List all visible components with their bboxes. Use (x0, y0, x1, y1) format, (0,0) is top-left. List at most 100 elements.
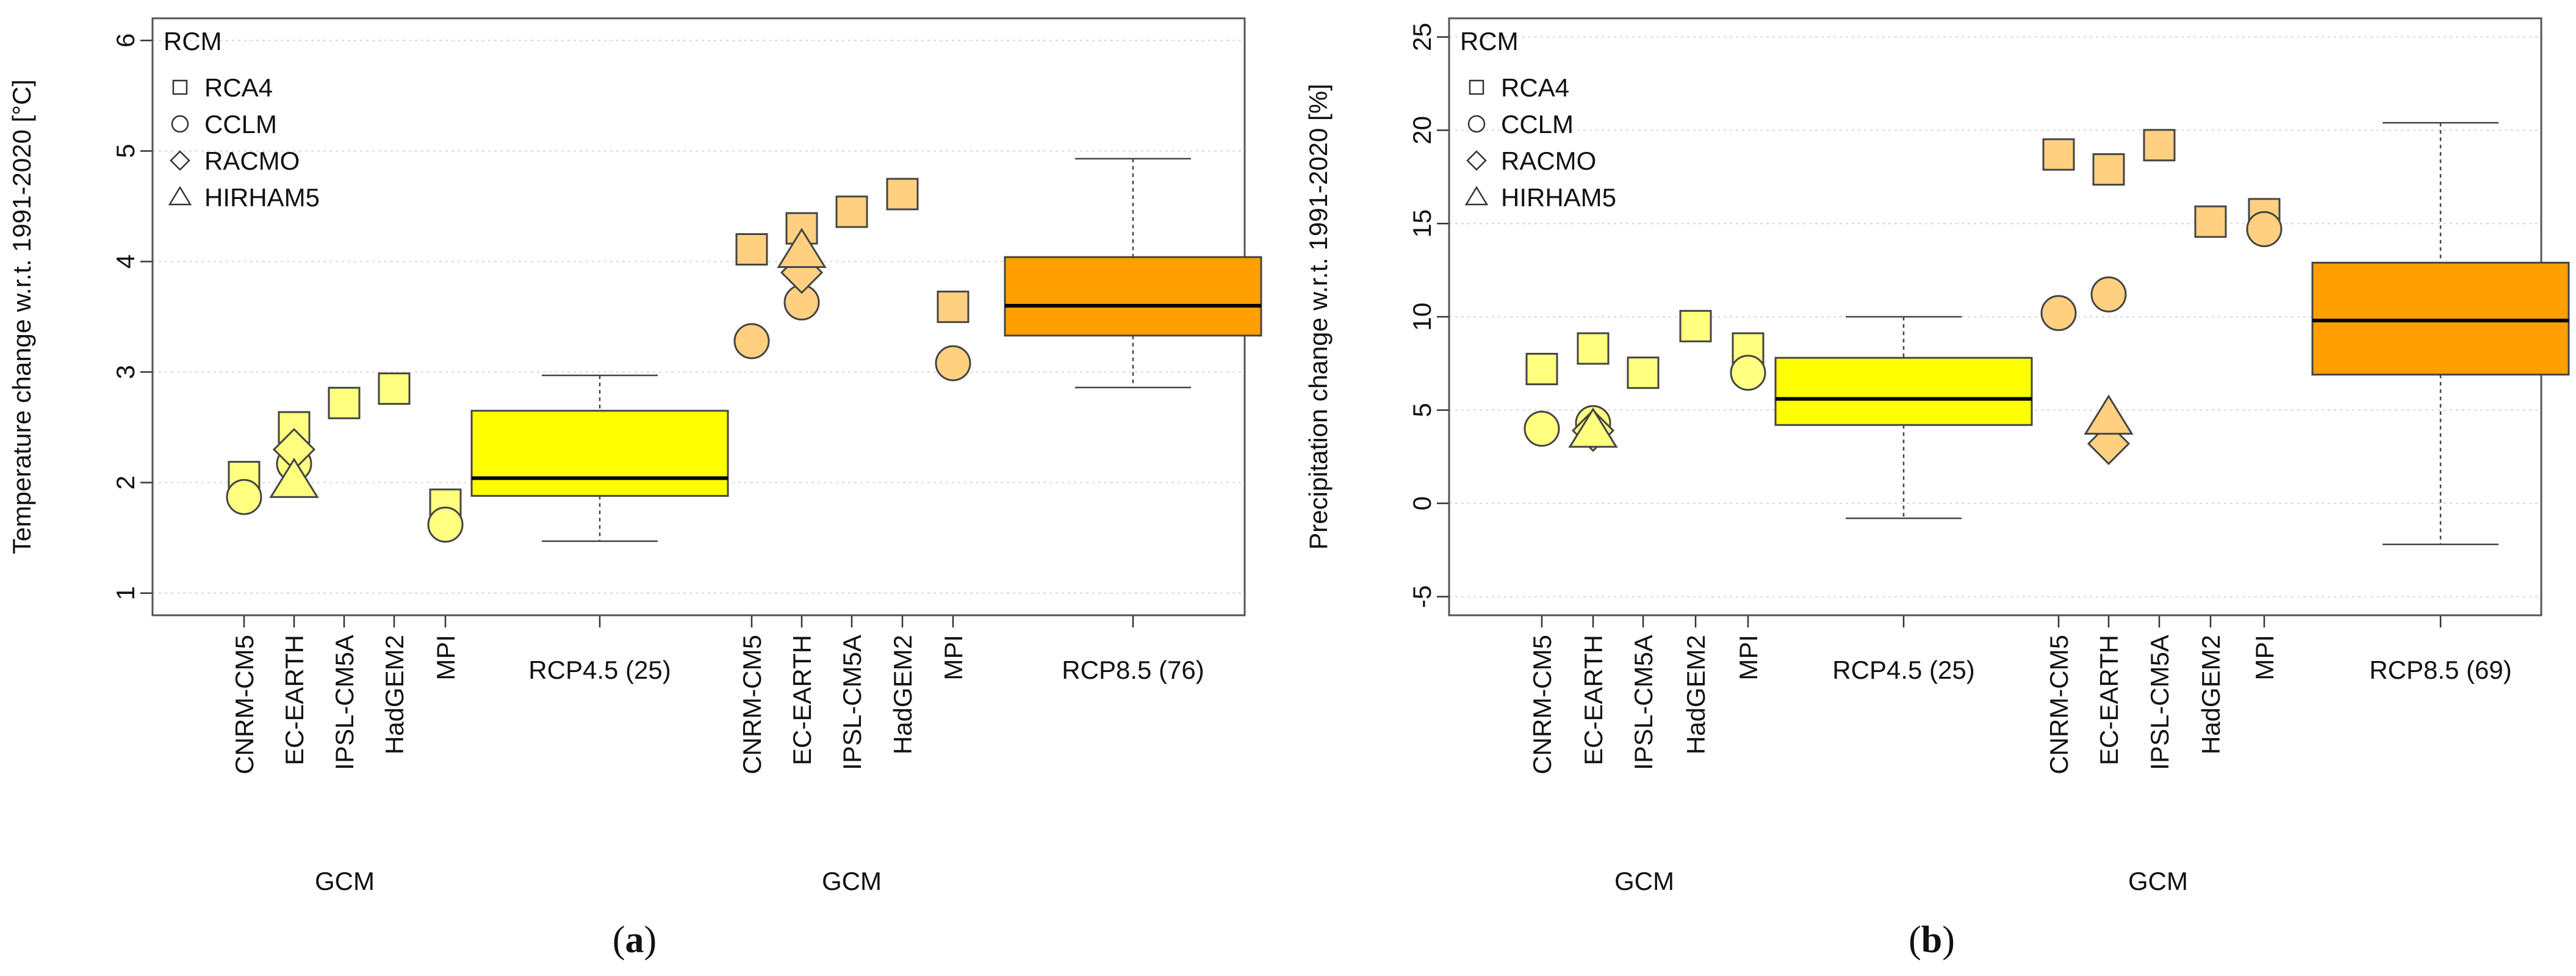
x-axis-label: GCM (822, 867, 882, 895)
y-tick-label: 15 (1408, 209, 1436, 238)
panel-label-open: ( (1909, 919, 1921, 961)
gcm-tick-label: CNRM-CM5 (1528, 635, 1556, 775)
point-square-icon (2042, 138, 2075, 171)
x-axis-label: GCM (2128, 867, 2188, 895)
gcm-tick-label: EC-EARTH (788, 635, 816, 765)
gcm-tick-label: HadGEM2 (1682, 635, 1710, 754)
legend-label: CCLM (204, 110, 277, 139)
legend-square-icon (172, 79, 188, 95)
legend-triangle-icon (168, 186, 192, 206)
panel-label-letter: a (625, 919, 644, 961)
point-circle-icon (935, 345, 971, 381)
gcm-tick-label: CNRM-CM5 (230, 635, 259, 775)
box-iqr (470, 410, 729, 497)
point-triangle-icon (269, 457, 319, 498)
point-circle-icon (1730, 355, 1766, 391)
legend-label: RACMO (1501, 146, 1596, 175)
point-square-icon (1525, 353, 1558, 386)
gcm-tick-label: CNRM-CM5 (2045, 635, 2073, 775)
gcm-tick-label: HadGEM2 (888, 635, 917, 754)
gcm-tick-label: EC-EARTH (2095, 635, 2123, 765)
gcm-tick-label: IPSL-CM5A (838, 635, 866, 770)
legend-square-icon (1469, 79, 1484, 95)
legend-label: HIRHAM5 (1501, 183, 1616, 212)
y-tick-label: 5 (1408, 403, 1436, 417)
point-square-icon (2143, 129, 2176, 162)
gcm-tick-label: MPI (2250, 635, 2279, 681)
point-circle-icon (2246, 211, 2283, 247)
y-tick-label: 4 (111, 255, 140, 269)
legend-label: RCA4 (204, 73, 273, 102)
legend-title: RCM (1460, 27, 1519, 56)
legend-circle-icon (1467, 115, 1486, 133)
y-tick-label: 3 (111, 365, 140, 379)
panel-a: 1 2 3 4 5 6 Temperature change w.r.t. 1991-202… (7, 17, 1262, 961)
y-tick-label: 5 (111, 144, 140, 158)
point-square-icon (328, 386, 361, 419)
x-axis-label: GCM (1614, 867, 1674, 895)
legend-diamond-icon (170, 150, 190, 171)
gcm-tick-label: IPSL-CM5A (2145, 635, 2174, 770)
point-square-icon (378, 372, 411, 405)
boxplot (1004, 157, 1262, 389)
panel-b: -5 0 5 10 15 20 25 Precipitation change w.r.t. … (1304, 17, 2570, 961)
box-label: RCP8.5 (69) (2369, 656, 2511, 684)
point-circle-icon (2090, 276, 2127, 313)
panel-label-open: ( (613, 919, 625, 961)
gcm-tick-label: IPSL-CM5A (330, 635, 359, 770)
x-axis-label: GCM (315, 867, 375, 895)
y-axis-label: Temperature change w.r.t. 1991-2020 [°C] (7, 79, 36, 554)
gcm-tick-label: HadGEM2 (2196, 635, 2225, 754)
point-circle-icon (226, 479, 262, 515)
gcm-tick-label: MPI (939, 635, 968, 681)
gcm-tick-label: HadGEM2 (380, 635, 409, 754)
point-circle-icon (1524, 410, 1560, 447)
point-circle-icon (427, 506, 464, 543)
point-square-icon (735, 233, 768, 266)
y-axis-label: Precipitation change w.r.t. 1991-2020 [%… (1304, 84, 1333, 550)
legend: RCM RCA4 CCLM RACMO HIRHAM5 (1460, 27, 1616, 212)
boxplot (470, 374, 729, 542)
box-iqr (2311, 261, 2570, 376)
gcm-tick-label: EC-EARTH (280, 635, 309, 765)
panel-label: (a) (613, 919, 657, 961)
legend-label: RACMO (204, 146, 300, 175)
legend-label: RCA4 (1501, 73, 1569, 102)
gcm-tick-label: MPI (431, 635, 460, 681)
point-square-icon (937, 291, 970, 324)
legend-label: CCLM (1501, 110, 1574, 139)
boxplot (2311, 121, 2570, 546)
y-tick-label: 10 (1408, 303, 1436, 331)
y-tick-label: 2 (111, 475, 140, 490)
gcm-tick-label: MPI (1734, 635, 1763, 681)
gcm-tick-label: CNRM-CM5 (738, 635, 766, 775)
gcm-tick-label: EC-EARTH (1579, 635, 1608, 765)
legend-title: RCM (164, 27, 222, 56)
box-iqr (1774, 356, 2033, 426)
y-tick-label: 6 (111, 34, 140, 48)
point-square-icon (1627, 356, 1660, 389)
point-square-icon (1577, 332, 1610, 365)
y-tick-label: 25 (1408, 23, 1436, 51)
point-circle-icon (733, 323, 770, 360)
legend-circle-icon (171, 115, 189, 133)
box-label: RCP4.5 (25) (1832, 656, 1974, 684)
panel-label-close: ) (644, 919, 657, 961)
point-square-icon (1679, 309, 1712, 342)
point-square-icon (2092, 153, 2125, 186)
point-triangle-icon (1568, 407, 1618, 448)
box-label: RCP8.5 (76) (1062, 656, 1204, 684)
y-tick-label: 1 (111, 586, 140, 600)
point-circle-icon (2040, 295, 2077, 331)
panel-label-letter: b (1921, 919, 1942, 961)
legend-triangle-icon (1464, 186, 1489, 206)
point-square-icon (835, 195, 868, 228)
box-iqr (1004, 256, 1262, 337)
legend: RCM RCA4 CCLM RACMO HIRHAM5 (164, 27, 320, 212)
box-label: RCP4.5 (25) (528, 656, 671, 684)
boxplot (1774, 316, 2033, 519)
gcm-tick-label: IPSL-CM5A (1629, 635, 1658, 770)
panel-label-close: ) (1942, 919, 1955, 961)
legend-diamond-icon (1466, 150, 1487, 171)
